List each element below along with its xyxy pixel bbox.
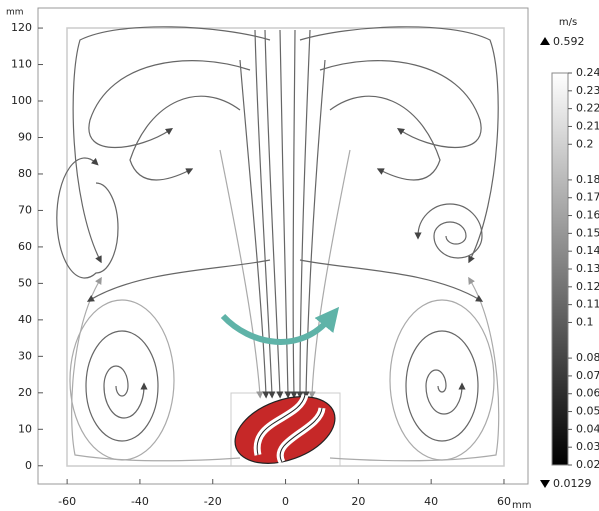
chart: mm mm m/s 0.592 0.0129 -60 -40 -20 0 20 40 60 0… — [0, 0, 599, 511]
colorbar-min: 0.0129 — [553, 477, 592, 490]
x-tick-label: -20 — [204, 495, 222, 508]
y-tick-label: 60 — [18, 240, 32, 253]
colorbar-tick-label: 0.05 — [576, 405, 599, 418]
colorbar — [552, 73, 568, 465]
x-tick-label: -40 — [131, 495, 149, 508]
y-tick-label: 0 — [25, 459, 32, 472]
x-tick-label: -60 — [58, 495, 76, 508]
x-tick-label: 40 — [424, 495, 438, 508]
colorbar-tick-label: 0.13 — [576, 262, 599, 275]
colorbar-tick-label: 0.11 — [576, 298, 599, 311]
y-tick-label: 110 — [11, 58, 32, 71]
y-unit: mm — [6, 8, 24, 18]
x-tick-label: 60 — [497, 495, 511, 508]
colorbar-tick-label: 0.21 — [576, 119, 599, 132]
colorbar-tick-label: 0.08 — [576, 351, 599, 364]
colorbar-unit: m/s — [559, 17, 577, 28]
colorbar-tick-label: 0.17 — [576, 191, 599, 204]
y-tick-label: 40 — [18, 313, 32, 326]
x-tick-label: 20 — [351, 495, 365, 508]
y-tick-label: 30 — [18, 349, 32, 362]
y-tick-label: 80 — [18, 167, 32, 180]
y-tick-label: 10 — [18, 422, 32, 435]
y-tick-label: 20 — [18, 386, 32, 399]
x-unit: mm — [512, 500, 531, 511]
y-tick-label: 70 — [18, 203, 32, 216]
colorbar-tick-label: 0.23 — [576, 84, 599, 97]
colorbar-tick-label: 0.02 — [576, 458, 599, 471]
colorbar-tick-label: 0.16 — [576, 209, 599, 222]
colorbar-tick-label: 0.18 — [576, 173, 599, 186]
colorbar-tick-label: 0.03 — [576, 440, 599, 453]
colorbar-tick-label: 0.04 — [576, 422, 599, 435]
colorbar-tick-label: 0.07 — [576, 369, 599, 382]
min-marker — [540, 480, 550, 488]
x-tick-label: 0 — [282, 495, 289, 508]
colorbar-tick-label: 0.2 — [576, 137, 594, 150]
colorbar-tick-label: 0.06 — [576, 387, 599, 400]
colorbar-tick-label: 0.24 — [576, 66, 599, 79]
y-tick-label: 90 — [18, 130, 32, 143]
colorbar-max: 0.592 — [553, 35, 585, 48]
y-tick-label: 120 — [11, 21, 32, 34]
y-tick-label: 50 — [18, 276, 32, 289]
colorbar-tick-label: 0.14 — [576, 244, 599, 257]
y-tick-label: 100 — [11, 94, 32, 107]
max-marker — [540, 37, 550, 45]
colorbar-tick-label: 0.15 — [576, 226, 599, 239]
colorbar-tick-label: 0.12 — [576, 280, 599, 293]
colorbar-tick-label: 0.1 — [576, 315, 594, 328]
colorbar-tick-label: 0.22 — [576, 102, 599, 115]
